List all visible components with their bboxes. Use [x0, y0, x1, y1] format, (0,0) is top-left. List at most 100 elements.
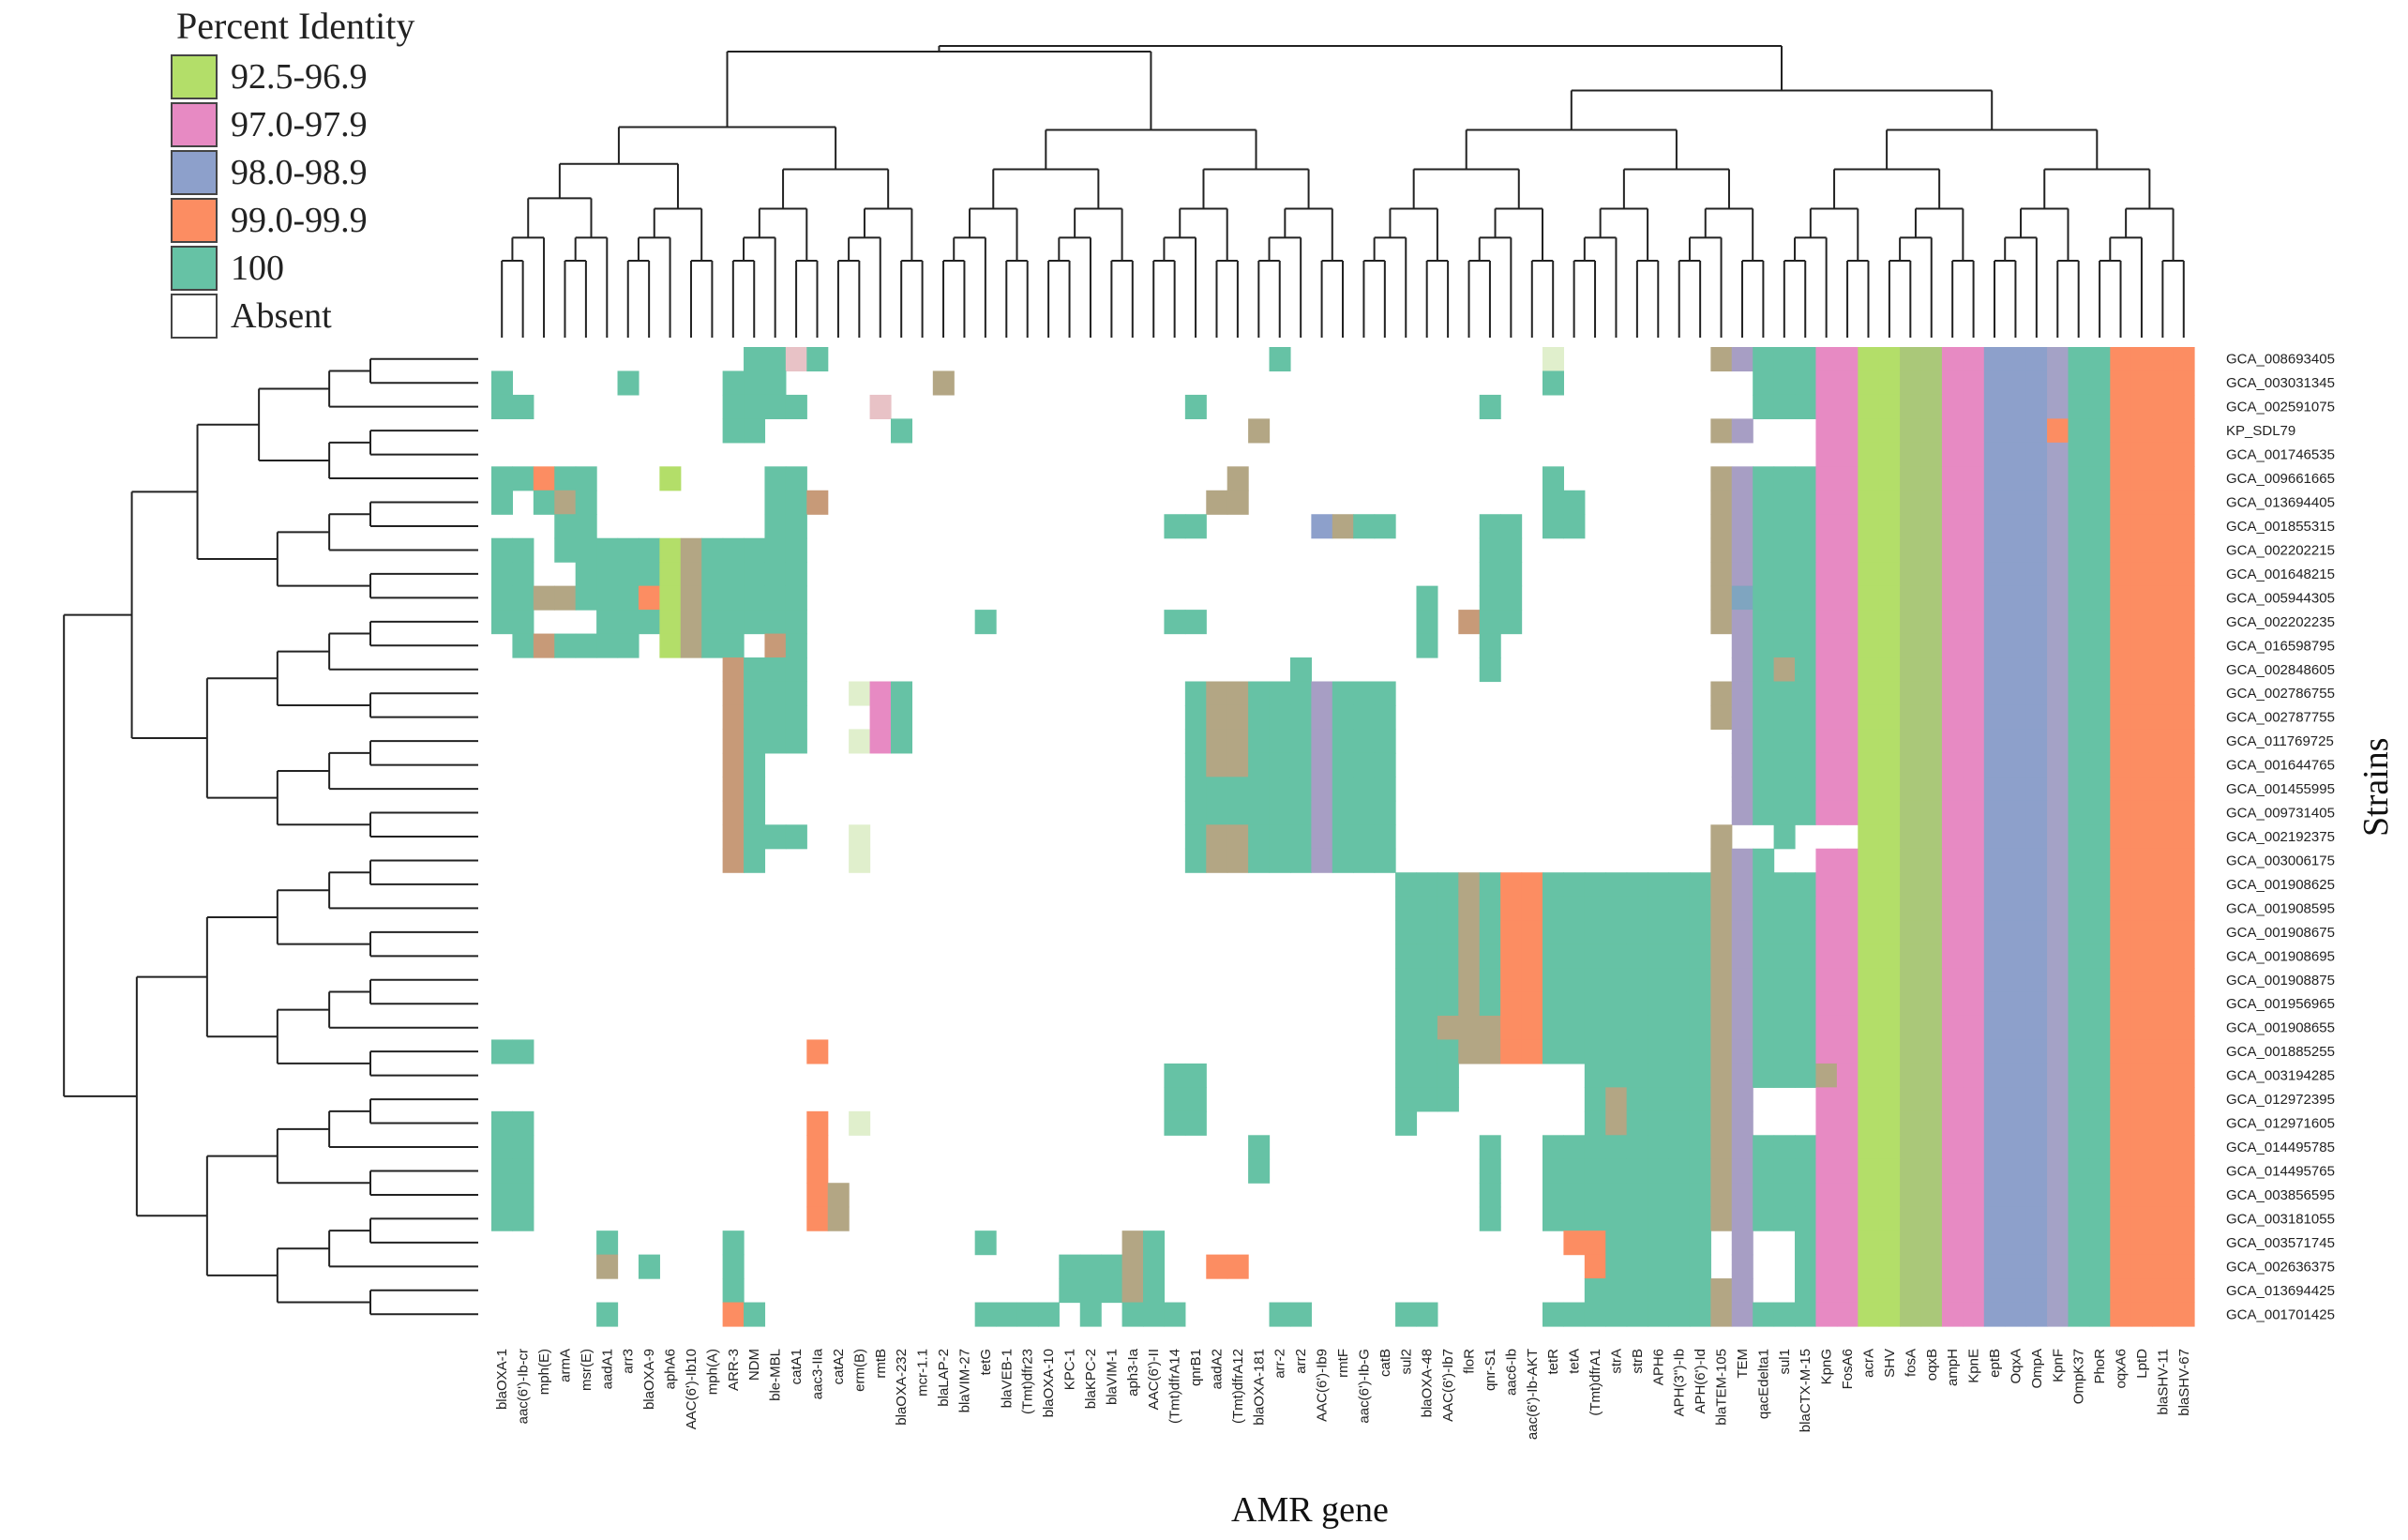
heatmap-cell	[1815, 657, 1838, 683]
heatmap-cell	[764, 347, 787, 372]
heatmap-cell	[1815, 1206, 1838, 1231]
heatmap-cell	[1164, 514, 1186, 539]
heatmap-cell	[1731, 944, 1753, 969]
heatmap-cell	[512, 466, 534, 491]
heatmap-cell	[2173, 1183, 2195, 1208]
heatmap-cell	[1584, 896, 1606, 921]
heatmap-cell	[1858, 991, 1880, 1017]
heatmap-cell	[1773, 968, 1796, 993]
heatmap-cell	[1983, 1158, 2006, 1184]
heatmap-cell	[1941, 800, 1964, 825]
strain-label: GCA_016598795	[2226, 638, 2335, 654]
heatmap-cell	[1753, 729, 1775, 754]
heatmap-cell	[554, 466, 577, 491]
heatmap-cell	[1773, 896, 1796, 921]
heatmap-cell	[1858, 1015, 1880, 1041]
heatmap-cell	[2088, 442, 2111, 467]
heatmap-cell	[2152, 896, 2175, 921]
heatmap-cell	[596, 537, 619, 563]
heatmap-cell	[1689, 1183, 1711, 1208]
heatmap-cell	[554, 633, 577, 658]
heatmap-cell	[1815, 848, 1838, 873]
heatmap-cell	[1795, 347, 1817, 372]
heatmap-cell	[2047, 1039, 2069, 1064]
heatmap-cell	[1773, 681, 1796, 706]
gene-label: blaCTX-M-15	[1798, 1349, 1814, 1432]
heatmap-cell	[1395, 1039, 1418, 1064]
heatmap-cell	[2025, 418, 2048, 444]
strain-label: GCA_001908875	[2226, 973, 2335, 989]
heatmap-cell	[1795, 370, 1817, 396]
strain-label: GCA_002202215	[2226, 542, 2335, 558]
heatmap-cell	[1878, 1135, 1901, 1160]
heatmap-cell	[2110, 633, 2132, 658]
heatmap-cell	[1668, 1015, 1691, 1041]
heatmap-cell	[680, 610, 702, 635]
heatmap-cell	[1878, 1302, 1901, 1327]
strain-label: GCA_001855315	[2226, 519, 2335, 535]
heatmap-cell	[1500, 610, 1523, 635]
heatmap-cell	[1858, 657, 1880, 683]
strain-label: GCA_003006175	[2226, 853, 2335, 869]
heatmap-cell	[1184, 752, 1207, 778]
heatmap-cell	[2152, 681, 2175, 706]
heatmap-cell	[2110, 800, 2132, 825]
heatmap-cell	[1269, 752, 1291, 778]
heatmap-cell	[2088, 1183, 2111, 1208]
heatmap-cell	[1753, 872, 1775, 898]
heatmap-cell	[1878, 537, 1901, 563]
heatmap-cell	[1773, 610, 1796, 635]
heatmap-cell	[1900, 514, 1922, 539]
heatmap-cell	[1563, 1135, 1586, 1160]
strain-label: GCA_001956965	[2226, 996, 2335, 1012]
heatmap-cell	[1395, 1110, 1418, 1136]
heatmap-cell	[1626, 1015, 1648, 1041]
heatmap-cell	[1206, 729, 1228, 754]
heatmap-cell	[2152, 1302, 2175, 1327]
legend-label: 99.0-99.9	[231, 200, 368, 240]
heatmap-cell	[1815, 1039, 1838, 1064]
gene-label: blaLAP-2	[936, 1349, 952, 1407]
heatmap-cell	[1731, 729, 1753, 754]
heatmap-cell	[1479, 585, 1501, 611]
heatmap-cell	[2152, 800, 2175, 825]
heatmap-cell	[2152, 872, 2175, 898]
heatmap-cell	[2110, 1135, 2132, 1160]
heatmap-cell	[1836, 1183, 1859, 1208]
heatmap-cell	[2005, 657, 2027, 683]
heatmap-cell	[2068, 1183, 2090, 1208]
heatmap-cell	[785, 585, 807, 611]
heatmap-cell	[2005, 442, 2027, 467]
heatmap-cell	[1753, 1206, 1775, 1231]
heatmap-cell	[1941, 872, 1964, 898]
heatmap-cell	[1941, 824, 1964, 850]
heatmap-cell	[1626, 1206, 1648, 1231]
strain-label: GCA_003031345	[2226, 375, 2335, 391]
gene-label: armA	[558, 1349, 574, 1382]
heatmap-cell	[2005, 1206, 2027, 1231]
heatmap-cell	[1858, 848, 1880, 873]
legend-swatch	[171, 101, 218, 147]
heatmap-cell	[1605, 1278, 1628, 1304]
heatmap-cell	[1605, 1230, 1628, 1256]
heatmap-cell	[1395, 920, 1418, 945]
legend-label: 98.0-98.9	[231, 152, 368, 192]
heatmap-cell	[1731, 752, 1753, 778]
heatmap-cell	[1605, 991, 1628, 1017]
heatmap-cell	[1269, 824, 1291, 850]
heatmap-cell	[1731, 1158, 1753, 1184]
legend-swatch	[171, 293, 218, 339]
heatmap-cell	[2110, 968, 2132, 993]
heatmap-cell	[1963, 585, 1985, 611]
heatmap-cell	[1900, 657, 1922, 683]
heatmap-cell	[2005, 824, 2027, 850]
heatmap-cell	[2173, 1063, 2195, 1088]
strain-dendrogram	[63, 357, 478, 1316]
heatmap-cell	[1184, 1087, 1207, 1112]
strain-label: GCA_013694425	[2226, 1283, 2335, 1299]
heatmap-cell	[1416, 1302, 1438, 1327]
heatmap-cell	[1920, 704, 1943, 731]
heatmap-cell	[533, 633, 555, 658]
heatmap-cell	[1941, 968, 1964, 993]
heatmap-cell	[2047, 585, 2069, 611]
